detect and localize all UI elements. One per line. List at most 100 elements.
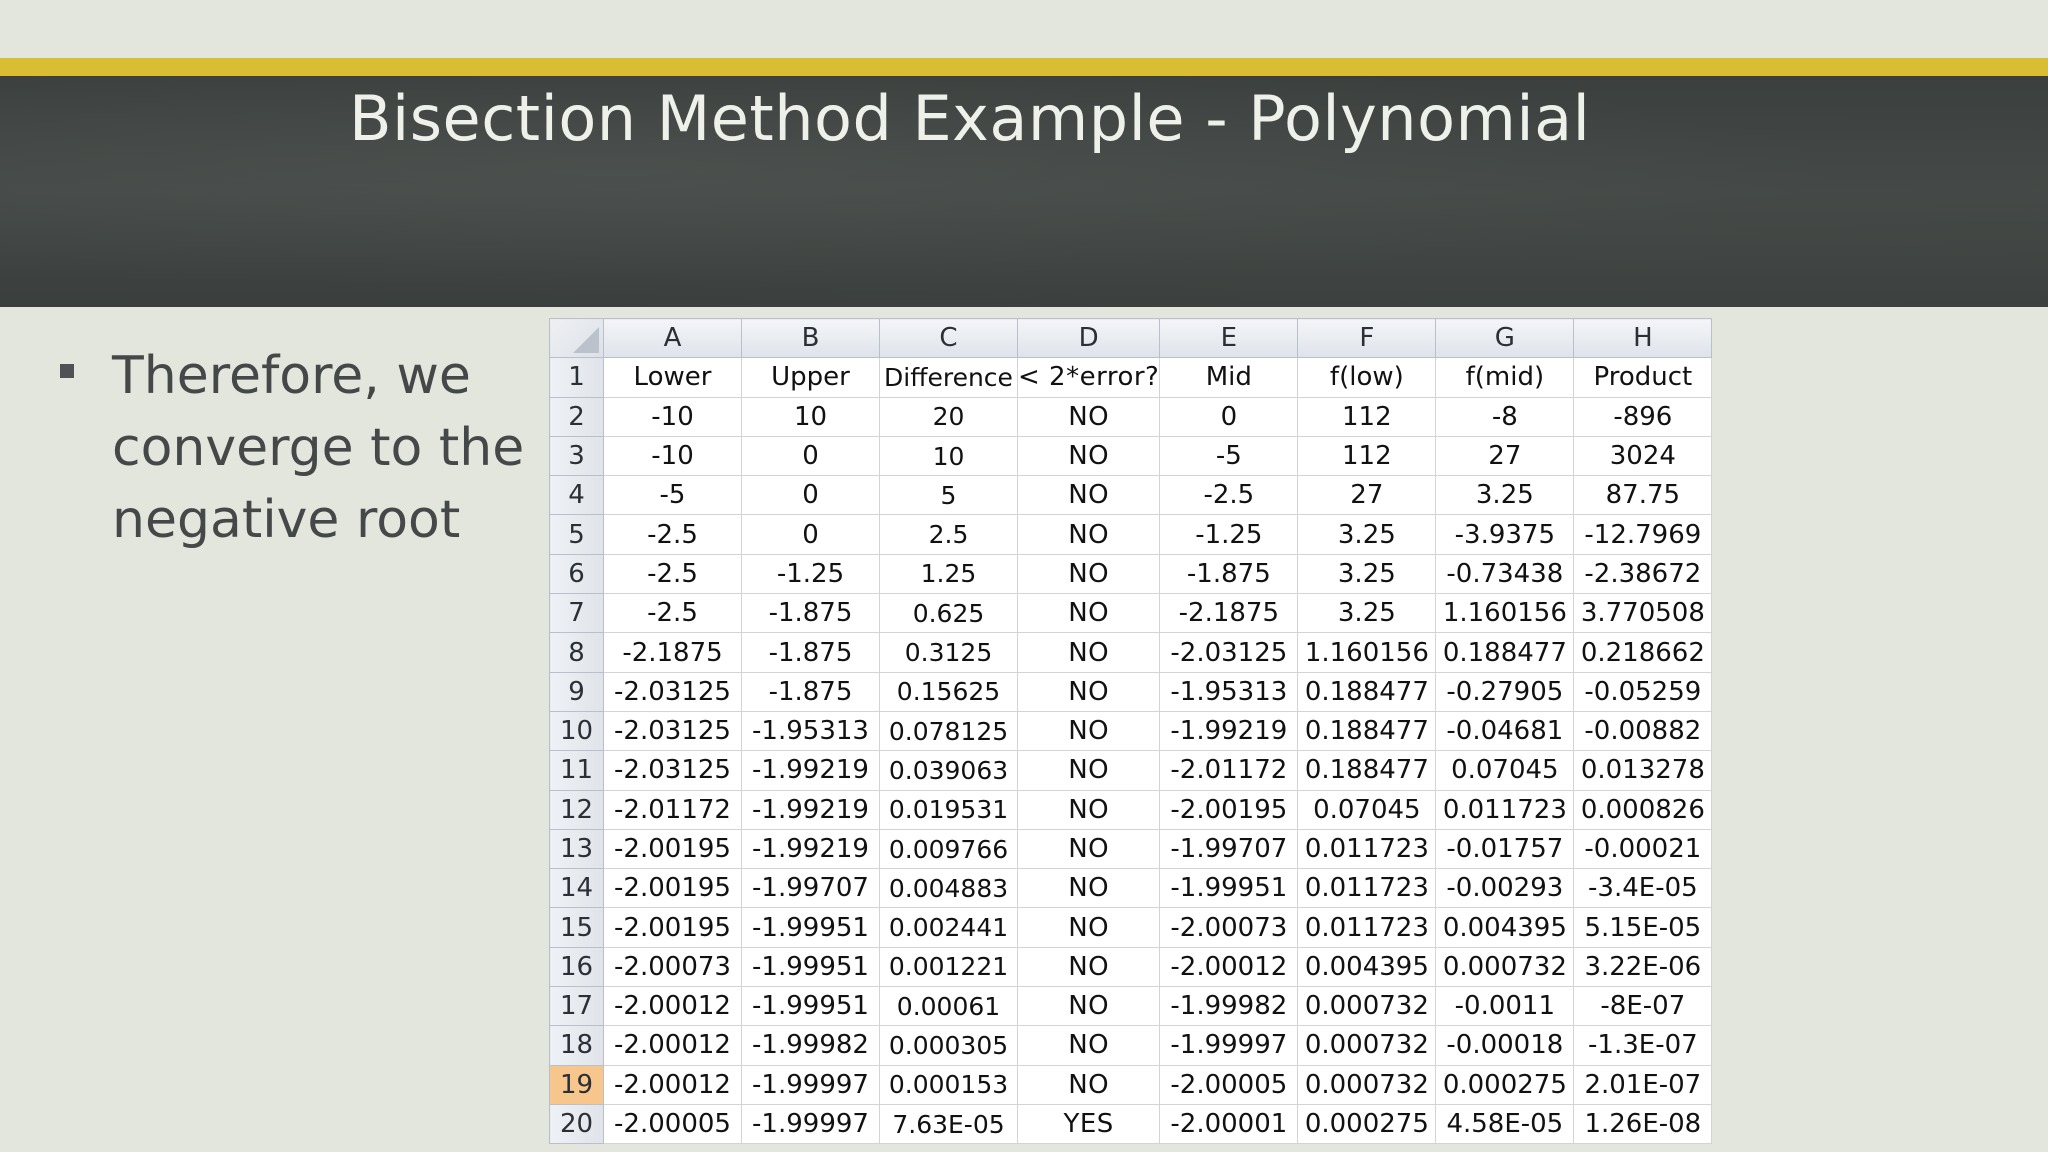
- row-header[interactable]: 15: [549, 907, 604, 948]
- table-cell[interactable]: -0.04681: [1435, 710, 1575, 752]
- table-cell[interactable]: 3.22E-06: [1573, 946, 1713, 988]
- column-header[interactable]: G: [1435, 317, 1575, 359]
- table-cell[interactable]: -1.99707: [741, 868, 880, 909]
- table-cell[interactable]: 0.002441: [879, 907, 1018, 948]
- table-cell[interactable]: 0.000732: [1435, 946, 1575, 988]
- table-cell[interactable]: 0.011723: [1297, 828, 1437, 870]
- table-cell[interactable]: NO: [1016, 946, 1161, 988]
- table-cell[interactable]: -12.7969: [1573, 514, 1713, 555]
- table-cell[interactable]: -2.00012: [603, 986, 742, 1027]
- row-header[interactable]: 14: [549, 868, 604, 909]
- table-cell[interactable]: 1.160156: [1435, 593, 1575, 634]
- table-cell[interactable]: 0.07045: [1435, 750, 1575, 791]
- table-cell[interactable]: NO: [1016, 671, 1161, 712]
- table-cell[interactable]: 10: [879, 435, 1018, 477]
- table-cell[interactable]: -2.5: [603, 593, 742, 634]
- table-cell[interactable]: 0.000826: [1573, 789, 1713, 830]
- table-cell[interactable]: 3.25: [1297, 593, 1437, 634]
- table-cell[interactable]: -1.99951: [741, 946, 880, 988]
- table-cell[interactable]: -1.25: [1159, 514, 1299, 555]
- table-cell[interactable]: Product: [1573, 357, 1713, 398]
- table-cell[interactable]: -8: [1435, 396, 1575, 437]
- table-cell[interactable]: -2.00073: [1159, 907, 1299, 948]
- table-cell[interactable]: -1.99997: [741, 1103, 880, 1145]
- table-cell[interactable]: 0.000275: [1435, 1064, 1575, 1105]
- table-cell[interactable]: 1.26E-08: [1573, 1103, 1713, 1145]
- table-cell[interactable]: -1.95313: [741, 710, 880, 752]
- table-cell[interactable]: -1.95313: [1159, 671, 1299, 712]
- table-cell[interactable]: -2.03125: [603, 671, 742, 712]
- table-cell[interactable]: -2.00195: [603, 907, 742, 948]
- table-cell[interactable]: 0.000153: [879, 1064, 1018, 1105]
- table-cell[interactable]: 0.188477: [1297, 710, 1437, 752]
- table-cell[interactable]: NO: [1016, 1064, 1161, 1105]
- table-cell[interactable]: 0.3125: [879, 632, 1018, 673]
- table-cell[interactable]: -0.73438: [1435, 553, 1575, 595]
- table-cell[interactable]: NO: [1016, 475, 1161, 516]
- table-cell[interactable]: 87.75: [1573, 475, 1713, 516]
- table-cell[interactable]: 112: [1297, 435, 1437, 477]
- table-cell[interactable]: 0.078125: [879, 710, 1018, 752]
- table-cell[interactable]: -2.5: [603, 553, 742, 595]
- table-cell[interactable]: -0.00882: [1573, 710, 1713, 752]
- table-cell[interactable]: 27: [1297, 475, 1437, 516]
- table-cell[interactable]: -1.875: [741, 632, 880, 673]
- row-header[interactable]: 1: [549, 357, 604, 398]
- row-header[interactable]: 4: [549, 475, 604, 516]
- table-cell[interactable]: -2.00195: [1159, 789, 1299, 830]
- table-cell[interactable]: -1.99219: [741, 789, 880, 830]
- row-header[interactable]: 8: [549, 632, 604, 673]
- table-cell[interactable]: 5: [879, 475, 1018, 516]
- row-header[interactable]: 18: [549, 1025, 604, 1066]
- table-cell[interactable]: -5: [1159, 435, 1299, 477]
- table-cell[interactable]: -1.99951: [1159, 868, 1299, 909]
- table-cell[interactable]: 0: [741, 475, 880, 516]
- table-cell[interactable]: -3.9375: [1435, 514, 1575, 555]
- row-header[interactable]: 19: [549, 1064, 604, 1105]
- table-cell[interactable]: f(low): [1297, 357, 1437, 398]
- table-cell[interactable]: -3.4E-05: [1573, 868, 1713, 909]
- table-cell[interactable]: 0: [741, 514, 880, 555]
- column-header[interactable]: B: [741, 317, 880, 359]
- table-cell[interactable]: -2.00005: [1159, 1064, 1299, 1105]
- table-cell[interactable]: -0.0011: [1435, 986, 1575, 1027]
- table-cell[interactable]: -2.03125: [603, 750, 742, 791]
- table-cell[interactable]: 0.004395: [1435, 907, 1575, 948]
- table-cell[interactable]: 0.011723: [1297, 868, 1437, 909]
- table-cell[interactable]: -1.99219: [1159, 710, 1299, 752]
- table-cell[interactable]: 0.00061: [879, 986, 1018, 1027]
- table-cell[interactable]: 0.011723: [1435, 789, 1575, 830]
- table-cell[interactable]: -1.875: [1159, 553, 1299, 595]
- table-cell[interactable]: 3.25: [1297, 553, 1437, 595]
- table-cell[interactable]: 3.770508: [1573, 593, 1713, 634]
- table-cell[interactable]: 0.000732: [1297, 1064, 1437, 1105]
- table-cell[interactable]: -1.99997: [741, 1064, 880, 1105]
- row-header[interactable]: 11: [549, 750, 604, 791]
- table-cell[interactable]: 0.000732: [1297, 1025, 1437, 1066]
- table-cell[interactable]: -8E-07: [1573, 986, 1713, 1027]
- table-cell[interactable]: NO: [1016, 868, 1161, 909]
- table-cell[interactable]: 1.160156: [1297, 632, 1437, 673]
- table-cell[interactable]: 0.625: [879, 593, 1018, 634]
- table-cell[interactable]: -2.01172: [1159, 750, 1299, 791]
- table-cell[interactable]: 112: [1297, 396, 1437, 437]
- table-cell[interactable]: -0.00021: [1573, 828, 1713, 870]
- table-cell[interactable]: -1.99219: [741, 750, 880, 791]
- row-header[interactable]: 3: [549, 435, 604, 477]
- row-header[interactable]: 10: [549, 710, 604, 752]
- table-cell[interactable]: -2.00195: [603, 828, 742, 870]
- column-header[interactable]: C: [879, 317, 1018, 359]
- table-cell[interactable]: Upper: [741, 357, 880, 398]
- table-cell[interactable]: -1.3E-07: [1573, 1025, 1713, 1066]
- table-cell[interactable]: 0.039063: [879, 750, 1018, 791]
- table-cell[interactable]: -2.00005: [603, 1103, 742, 1145]
- table-cell[interactable]: -0.05259: [1573, 671, 1713, 712]
- column-header[interactable]: H: [1573, 317, 1713, 359]
- table-cell[interactable]: 10: [741, 396, 880, 437]
- table-cell[interactable]: 0.009766: [879, 828, 1018, 870]
- table-cell[interactable]: < 2*error?: [1016, 357, 1161, 398]
- row-header[interactable]: 17: [549, 986, 604, 1027]
- select-all-corner[interactable]: [549, 317, 604, 359]
- table-cell[interactable]: -0.01757: [1435, 828, 1575, 870]
- table-cell[interactable]: -2.1875: [603, 632, 742, 673]
